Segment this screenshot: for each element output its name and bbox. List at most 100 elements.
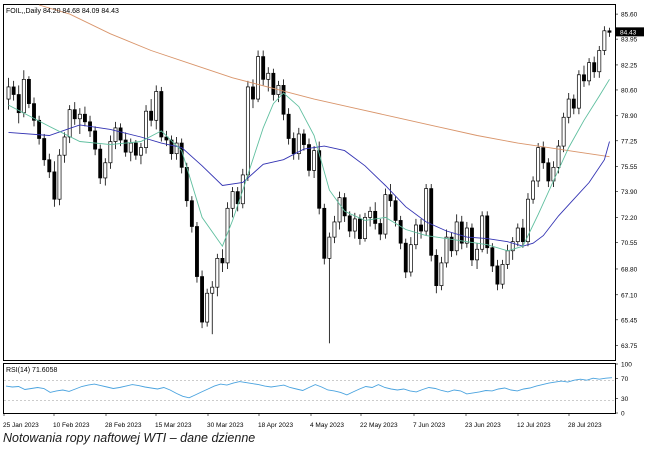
candle [587, 58, 592, 86]
candle-body [16, 94, 21, 114]
candle [312, 146, 317, 178]
candle [235, 187, 240, 212]
candle-body [592, 62, 597, 73]
candle [327, 232, 332, 344]
candle [490, 243, 495, 273]
candle [164, 130, 169, 147]
rsi-tick-label: 0 [621, 411, 625, 418]
candle [556, 140, 561, 174]
candle [357, 214, 362, 245]
candle-body [368, 210, 373, 218]
candle-body [133, 142, 138, 156]
candle [419, 218, 423, 239]
candle [307, 138, 311, 177]
candle-body [587, 62, 592, 82]
x-tick-label: 28 Jul 2023 [568, 422, 602, 429]
candle-body [6, 86, 11, 100]
candle [256, 50, 261, 103]
candle [189, 196, 194, 233]
candle [200, 270, 204, 329]
x-tick-label: 4 May 2023 [310, 422, 344, 429]
candle-body [42, 138, 47, 161]
candle-body [220, 258, 225, 264]
candle-body [510, 241, 515, 252]
candle [454, 214, 459, 256]
candle-body [32, 103, 36, 121]
candle [144, 105, 148, 154]
candle-body [235, 191, 240, 205]
candle-body [169, 139, 174, 155]
candle-body [480, 215, 485, 250]
candle [286, 108, 291, 145]
candle [510, 237, 515, 260]
candle [546, 158, 551, 188]
candle-body [159, 91, 164, 138]
candle [444, 229, 449, 268]
candle-body [566, 98, 571, 118]
candle-body [245, 86, 250, 176]
candle-body [98, 148, 103, 179]
candle [113, 121, 118, 150]
candle-body [470, 227, 474, 261]
candle-body [93, 130, 98, 150]
candle [123, 132, 128, 157]
candle-body [388, 194, 393, 202]
candle [251, 79, 255, 109]
candle [42, 133, 47, 166]
y-tick-label: 68.80 [621, 266, 638, 273]
candle [449, 232, 454, 257]
price-panel-frame [3, 4, 616, 361]
x-tick-label: 15 Mar 2023 [155, 422, 192, 429]
candle-body [251, 86, 255, 100]
ma-fast-line [8, 79, 610, 252]
candle-body [291, 138, 296, 155]
candle [57, 149, 62, 206]
candle-body [281, 85, 286, 115]
candle [118, 123, 123, 147]
candle-body [500, 264, 505, 285]
candle [210, 281, 215, 335]
x-tick-label: 22 May 2023 [360, 422, 398, 429]
candle-body [347, 215, 352, 232]
candle-body [307, 144, 311, 171]
candle [337, 191, 342, 230]
rsi-label: RSI(14) 71.6058 [6, 367, 57, 374]
candle-body [429, 188, 434, 256]
candle-body [174, 142, 179, 155]
candle-body [561, 116, 566, 147]
candle-body [154, 91, 159, 121]
candle [230, 187, 235, 218]
candle [108, 135, 113, 169]
candle-body [408, 244, 413, 273]
candle [393, 196, 398, 227]
candle-body [556, 145, 561, 168]
candle-body [475, 248, 479, 261]
ma-slow-line [38, 4, 610, 158]
candle [32, 97, 36, 127]
candle [77, 108, 82, 134]
y-tick-label: 77.25 [621, 138, 638, 145]
last-price-box [616, 27, 644, 37]
candle-body [77, 113, 82, 120]
candle-body [26, 78, 31, 104]
candle [98, 144, 103, 185]
candle [561, 112, 566, 153]
candle [52, 161, 57, 207]
ma-mid-line [8, 124, 610, 247]
candle [281, 79, 286, 121]
candle [368, 206, 373, 227]
x-tick-label: 23 Jun 2023 [465, 422, 501, 429]
candle-body [582, 74, 586, 82]
candle-body [352, 218, 357, 232]
candle [571, 94, 576, 115]
candle-body [108, 141, 113, 164]
y-tick-label: 72.20 [621, 215, 638, 222]
rsi-panel-frame [3, 363, 616, 414]
candle [566, 92, 571, 124]
candle-body [546, 162, 551, 182]
candle-body [317, 150, 322, 209]
candle-body [597, 50, 602, 73]
candle [459, 215, 464, 250]
